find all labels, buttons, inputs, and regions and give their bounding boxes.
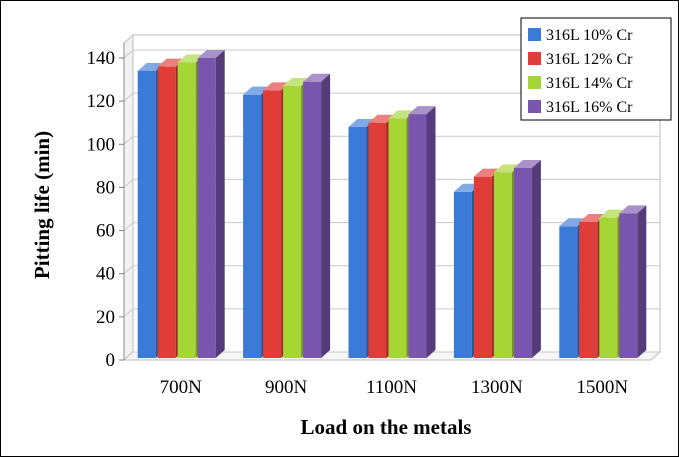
y-tick-label: 80: [96, 177, 115, 198]
x-tick-label: 900N: [265, 377, 308, 398]
x-tick-label: 1500N: [576, 377, 628, 398]
legend-label: 316L 16% Cr: [546, 99, 633, 116]
legend-swatch: [528, 28, 541, 41]
y-tick-label: 140: [87, 48, 116, 69]
legend: 316L 10% Cr 316L 12% Cr 316L 14% Cr 316L 16…: [520, 17, 672, 121]
y-tick-label: 20: [96, 307, 115, 328]
gridline-side: [123, 265, 134, 275]
gridline-side: [123, 351, 134, 361]
y-tick-label: 120: [87, 91, 116, 112]
gridline-side: [123, 49, 134, 59]
y-tick-label: 60: [96, 221, 115, 242]
x-tick-label: 700N: [160, 377, 203, 398]
bar: [513, 160, 541, 358]
x-tick-labels: 700N 900N 1100N 1300N 1500N: [160, 377, 629, 398]
legend-swatch: [528, 52, 541, 65]
legend-swatch: [528, 76, 541, 89]
x-tick-label: 1300N: [471, 377, 523, 398]
gridline-side: [123, 92, 134, 102]
legend-label: 316L 12% Cr: [546, 51, 633, 68]
y-tick-label: 100: [87, 134, 116, 155]
bar: [197, 50, 225, 358]
legend-label: 316L 14% Cr: [546, 75, 633, 92]
bar: [408, 106, 436, 358]
legend-box: [520, 17, 672, 121]
gridline-side: [123, 179, 134, 188]
bar: [303, 73, 331, 358]
gridline-side: [123, 308, 134, 318]
y-tick-label: 40: [96, 264, 115, 285]
y-tick-labels: 0 20 40 60 80 100 120 140: [87, 48, 116, 371]
bars: [137, 50, 647, 359]
gridline-side: [123, 222, 134, 231]
x-tick-label: 1100N: [366, 377, 417, 398]
bar: [619, 205, 647, 358]
side-wall: [123, 33, 134, 362]
gridline-side: [123, 135, 134, 145]
x-axis-title: Load on the metals: [301, 415, 472, 439]
legend-swatch: [528, 100, 541, 113]
y-axis-title: Pitting life (min): [30, 131, 54, 279]
legend-label: 316L 10% Cr: [546, 27, 633, 44]
y-tick-label: 0: [106, 350, 116, 371]
